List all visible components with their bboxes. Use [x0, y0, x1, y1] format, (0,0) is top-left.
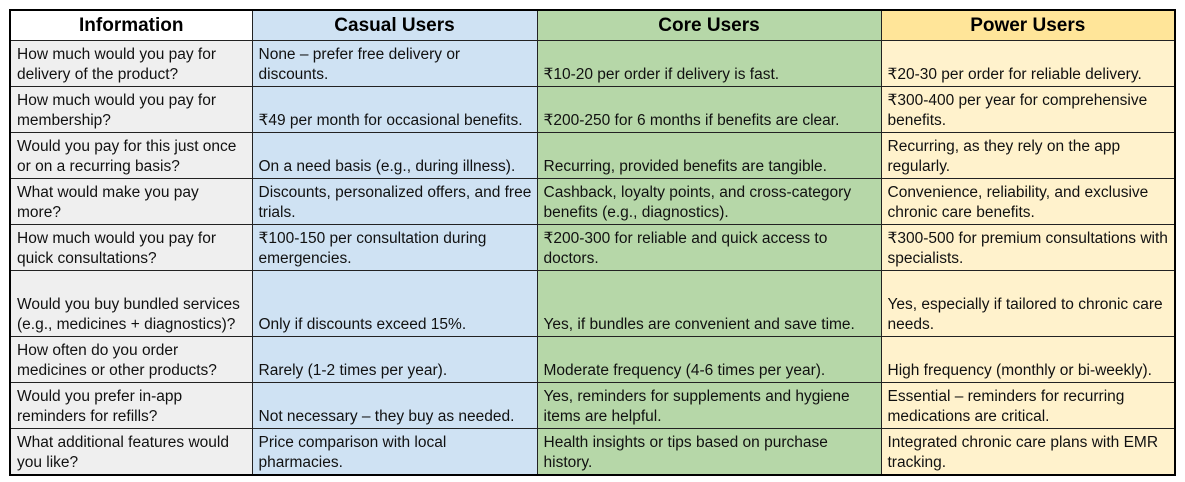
table-row: How much would you pay for quick consult…	[9, 224, 1176, 271]
answer-cell: Recurring, as they rely on the app regul…	[880, 132, 1176, 179]
answer-cell: High frequency (monthly or bi-weekly).	[880, 336, 1176, 383]
table-row: What would make you pay more? Discounts, …	[9, 178, 1176, 225]
answer-cell: ₹300-400 per year for comprehensive bene…	[880, 86, 1176, 133]
answer-cell: Essential – reminders for recurring medi…	[880, 382, 1176, 429]
question-cell: How much would you pay for delivery of t…	[9, 40, 253, 87]
answer-cell: Discounts, personalized offers, and free…	[251, 178, 538, 225]
answer-cell: Integrated chronic care plans with EMR t…	[880, 428, 1176, 475]
question-cell: How much would you pay for quick consult…	[9, 224, 253, 271]
question-cell: How much would you pay for membership?	[9, 86, 253, 133]
answer-cell: Price comparison with local pharmacies.	[251, 428, 538, 475]
answer-cell: None – prefer free delivery or discounts…	[251, 40, 538, 87]
comparison-table: Information Casual Users Core Users Power U…	[9, 9, 1176, 476]
question-cell: What additional features would you like?	[9, 428, 253, 475]
table-row: What additional features would you like?…	[9, 428, 1176, 475]
table-row: Would you pay for this just once or on a…	[9, 132, 1176, 179]
answer-cell: ₹200-300 for reliable and quick access t…	[536, 224, 882, 271]
answer-cell: ₹100-150 per consultation during emergen…	[251, 224, 538, 271]
answer-cell: Not necessary – they buy as needed.	[251, 382, 538, 429]
answer-cell: Only if discounts exceed 15%.	[251, 270, 538, 337]
header-row: Information Casual Users Core Users Power U…	[9, 9, 1176, 41]
table-row: Would you buy bundled services (e.g., me…	[9, 270, 1176, 337]
question-cell: How often do you order medicines or othe…	[9, 336, 253, 383]
answer-cell: Rarely (1-2 times per year).	[251, 336, 538, 383]
answer-cell: Yes, if bundles are convenient and save …	[536, 270, 882, 337]
question-cell: Would you buy bundled services (e.g., me…	[9, 270, 253, 337]
table-row: How much would you pay for membership? ₹4…	[9, 86, 1176, 133]
table-body: How much would you pay for delivery of t…	[9, 40, 1176, 475]
answer-cell: On a need basis (e.g., during illness).	[251, 132, 538, 179]
question-cell: What would make you pay more?	[9, 178, 253, 225]
answer-cell: Yes, reminders for supplements and hygie…	[536, 382, 882, 429]
table-row: Would you prefer in-app reminders for re…	[9, 382, 1176, 429]
question-cell: Would you prefer in-app reminders for re…	[9, 382, 253, 429]
answer-cell: ₹200-250 for 6 months if benefits are cl…	[536, 86, 882, 133]
answer-cell: Health insights or tips based on purchas…	[536, 428, 882, 475]
answer-cell: ₹10-20 per order if delivery is fast.	[536, 40, 882, 87]
answer-cell: Yes, especially if tailored to chronic c…	[880, 270, 1176, 337]
table-row: How often do you order medicines or othe…	[9, 336, 1176, 383]
header-cell: Power Users	[880, 9, 1176, 41]
header-cell: Core Users	[536, 9, 882, 41]
answer-cell: Moderate frequency (4-6 times per year).	[536, 336, 882, 383]
answer-cell: Cashback, loyalty points, and cross-cate…	[536, 178, 882, 225]
answer-cell: ₹49 per month for occasional benefits.	[251, 86, 538, 133]
answer-cell: ₹20-30 per order for reliable delivery.	[880, 40, 1176, 87]
answer-cell: Convenience, reliability, and exclusive …	[880, 178, 1176, 225]
header-cell: Casual Users	[251, 9, 538, 41]
table-row: How much would you pay for delivery of t…	[9, 40, 1176, 87]
answer-cell: Recurring, provided benefits are tangibl…	[536, 132, 882, 179]
header-cell: Information	[9, 9, 253, 41]
question-cell: Would you pay for this just once or on a…	[9, 132, 253, 179]
answer-cell: ₹300-500 for premium consultations with …	[880, 224, 1176, 271]
